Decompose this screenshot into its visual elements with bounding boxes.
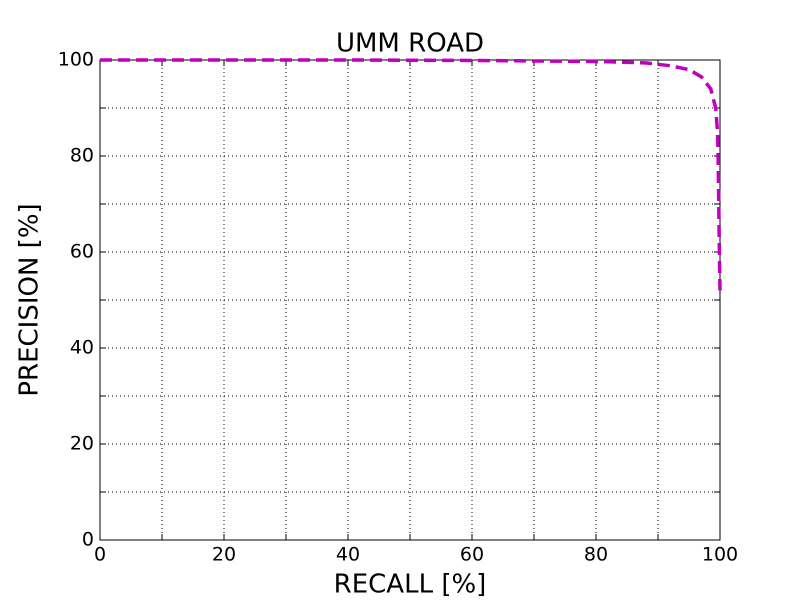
y-tick-label: 0: [82, 529, 94, 551]
y-tick-label: 40: [70, 337, 94, 359]
y-tick-label: 100: [58, 49, 94, 71]
x-axis-label: RECALL [%]: [334, 570, 487, 600]
y-axis-label: PRECISION [%]: [15, 203, 45, 396]
y-tick-label: 80: [70, 145, 94, 167]
chart-title: UMM ROAD: [336, 29, 484, 59]
line: [100, 58, 722, 291]
x-tick-label: 0: [94, 544, 106, 566]
x-tick-label: 100: [702, 544, 738, 566]
x-tick-label: 80: [584, 544, 608, 566]
x-tick-label: 60: [460, 544, 484, 566]
y-tick-label: 60: [70, 241, 94, 263]
y-tick-label: 20: [70, 433, 94, 455]
x-tick-label: 40: [336, 544, 360, 566]
x-tick-label: 20: [212, 544, 236, 566]
